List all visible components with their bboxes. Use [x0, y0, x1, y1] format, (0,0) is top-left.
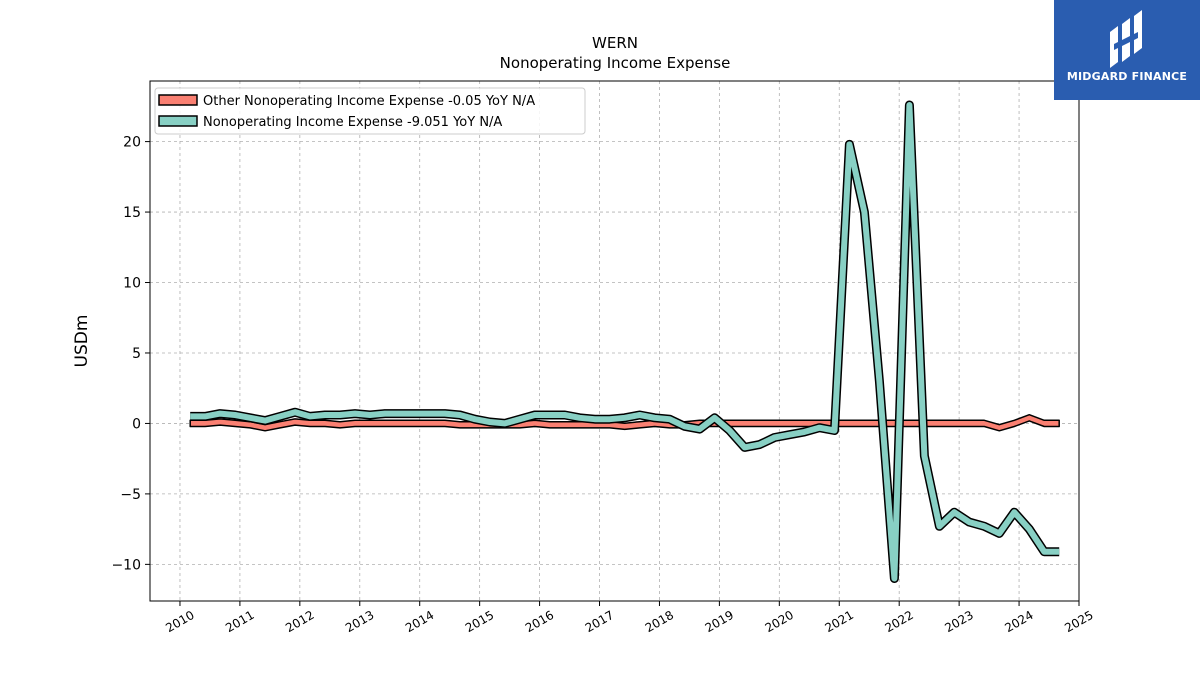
- x-tick-label: 2017: [583, 608, 616, 635]
- x-tick-label: 2013: [343, 608, 376, 635]
- x-tick-label: 2023: [942, 608, 975, 635]
- x-tick-label: 2014: [403, 608, 436, 635]
- y-tick-label: −5: [120, 487, 141, 503]
- x-tick-label: 2018: [643, 608, 676, 635]
- y-tick-label: 10: [123, 276, 141, 292]
- y-tick-label: 0: [132, 416, 141, 432]
- x-tick-label: 2016: [523, 608, 556, 635]
- x-tick-label: 2020: [763, 608, 796, 635]
- legend-swatch: [158, 115, 198, 127]
- legend-label: Nonoperating Income Expense -9.051 YoY N…: [203, 115, 502, 130]
- legend-label: Other Nonoperating Income Expense -0.05 …: [203, 94, 535, 109]
- y-tick-label: 5: [132, 346, 141, 362]
- legend-box: [154, 87, 586, 135]
- y-axis-label: USDm: [72, 315, 92, 368]
- series-nonoperating-outline: [190, 100, 1060, 583]
- x-tick-label: 2021: [823, 608, 856, 635]
- legend-swatch: [158, 94, 198, 106]
- y-tick-label: 20: [123, 135, 141, 151]
- x-tick-label: 2015: [463, 608, 496, 635]
- x-tick-label: 2022: [882, 608, 915, 635]
- midgard-finance-logo: MIDGARD FINANCE: [1054, 0, 1200, 100]
- x-tick-label: 2019: [703, 608, 736, 635]
- x-tick-label: 2025: [1062, 608, 1095, 635]
- x-tick-label: 2024: [1002, 608, 1035, 635]
- series-nonoperating-line: [190, 102, 1060, 582]
- x-tick-label: 2010: [163, 608, 196, 635]
- chart-subtitle: Nonoperating Income Expense: [500, 54, 731, 72]
- logo-name: MIDGARD FINANCE: [1066, 70, 1188, 83]
- y-tick-label: −10: [111, 557, 141, 573]
- x-tick-label: 2011: [223, 608, 256, 635]
- logo-mark-icon: [1110, 10, 1142, 68]
- x-tick-label: 2012: [283, 608, 316, 635]
- y-tick-label: 15: [123, 205, 141, 221]
- plot-frame: [149, 80, 1080, 602]
- chart-title: WERN: [592, 34, 638, 52]
